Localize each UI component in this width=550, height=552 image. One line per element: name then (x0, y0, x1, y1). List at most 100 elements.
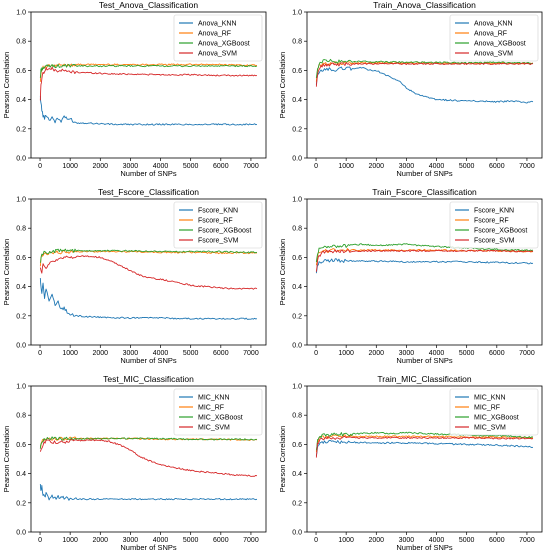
y-tick-label: 0.6 (16, 442, 26, 449)
y-tick-label: 0.4 (292, 471, 302, 478)
x-axis-label: Number of SNPs (120, 356, 177, 365)
legend: Anova_KNN Anova_RF Anova_XGBoost Anova_SVM (173, 14, 263, 62)
x-tick-label: 5000 (459, 537, 475, 544)
x-tick-label: 7000 (519, 350, 535, 357)
y-tick-label: 0.8 (292, 39, 302, 46)
y-axis-label: Pearson Correlation (278, 52, 287, 119)
series-line-Anova_XGBoost (39, 63, 258, 78)
y-tick-label: 0.8 (292, 226, 302, 233)
chart-title: Test_Anova_Classification (99, 0, 198, 10)
chart-panel-3: Test_Fscore_Classification 0 1000 2000 3000 4… (2, 187, 267, 365)
y-tick-label: 0.2 (16, 313, 26, 320)
chart-title: Test_MIC_Classification (103, 374, 194, 384)
x-tick-label: 7000 (243, 537, 259, 544)
y-tick-label: 0.6 (16, 255, 26, 262)
legend-label-Anova_SVM: Anova_SVM (474, 51, 513, 58)
chart-panel-4: Train_Fscore_Classification 0 1000 2000 3000… (278, 187, 543, 365)
series-line-Fscore_RF (39, 249, 258, 267)
chart-panel-5: Test_MIC_Classification 0 1000 2000 3000 4000… (2, 374, 267, 552)
y-axis-label: Pearson Correlation (278, 426, 287, 493)
chart-title: Train_Anova_Classification (373, 0, 476, 10)
series-group (39, 248, 258, 320)
plot-frame (30, 385, 267, 533)
y-tick-label: 0.4 (292, 97, 302, 104)
legend-label-Fscore_KNN: Fscore_KNN (474, 208, 514, 215)
y-tick-label: 0.4 (16, 97, 26, 104)
y-tick-label: 1.0 (16, 384, 26, 391)
x-tick-label: 2000 (93, 537, 109, 544)
x-tick-label: 3000 (399, 163, 415, 170)
x-tick-label: 6000 (489, 163, 505, 170)
series-line-MIC_KNN (315, 439, 534, 457)
series-line-Fscore_XGBoost (315, 243, 534, 263)
x-tick-label: 3000 (123, 537, 139, 544)
legend-box (449, 201, 539, 249)
legend-label-Anova_XGBoost: Anova_XGBoost (474, 41, 526, 48)
x-tick-label: 4000 (153, 537, 169, 544)
legend-label-Anova_RF: Anova_RF (474, 31, 507, 38)
legend-box (449, 388, 539, 436)
legend-label-Anova_SVM: Anova_SVM (198, 51, 237, 58)
y-tick-label: 0.8 (16, 413, 26, 420)
y-tick-label: 1.0 (292, 384, 302, 391)
x-tick-label: 2000 (369, 537, 385, 544)
x-tick-label: 6000 (213, 537, 229, 544)
legend-label-MIC_KNN: MIC_KNN (474, 395, 506, 402)
plot-frame (30, 11, 267, 159)
y-axis-label: Pearson Correlation (2, 239, 11, 306)
legend-label-Fscore_KNN: Fscore_KNN (198, 208, 238, 215)
series-line-Anova_KNN (39, 95, 258, 126)
x-axis-label: Number of SNPs (396, 169, 453, 178)
legend-label-MIC_SVM: MIC_SVM (474, 425, 506, 432)
legend-label-Anova_KNN: Anova_KNN (474, 21, 513, 28)
y-tick-label: 1.0 (292, 10, 302, 17)
plot-frame (306, 198, 543, 346)
series-line-Anova_XGBoost (315, 58, 534, 79)
x-tick-label: 4000 (429, 163, 445, 170)
chart-title: Test_Fscore_Classification (98, 187, 199, 197)
series-line-Anova_RF (315, 60, 534, 82)
y-tick-label: 0.6 (16, 68, 26, 75)
series-line-Anova_SVM (315, 62, 534, 87)
series-group (315, 58, 534, 104)
chart-panel-2: Train_Anova_Classification 0 1000 2000 3000 4… (278, 0, 543, 178)
y-tick-label: 0.2 (292, 313, 302, 320)
x-tick-label: 3000 (123, 350, 139, 357)
x-tick-label: 5000 (183, 537, 199, 544)
series-group (315, 243, 534, 274)
x-tick-label: 3000 (399, 537, 415, 544)
y-tick-label: 0.2 (292, 126, 302, 133)
y-tick-label: 0.0 (16, 156, 26, 163)
legend-label-MIC_RF: MIC_RF (198, 405, 224, 412)
legend-label-Anova_XGBoost: Anova_XGBoost (198, 41, 250, 48)
legend-box (173, 388, 263, 436)
x-tick-label: 1000 (62, 163, 78, 170)
legend-label-MIC_KNN: MIC_KNN (198, 395, 230, 402)
series-line-Anova_SVM (39, 66, 258, 101)
x-tick-label: 0 (314, 163, 318, 170)
legend: MIC_KNN MIC_RF MIC_XGBoost MIC_SVM (173, 388, 263, 436)
series-line-Fscore_XGBoost (39, 248, 258, 263)
legend: Anova_KNN Anova_RF Anova_XGBoost Anova_SVM (449, 14, 539, 62)
chart-panel-6: Train_MIC_Classification 0 1000 2000 3000 400… (278, 374, 543, 552)
x-axis-label: Number of SNPs (120, 543, 177, 552)
x-tick-label: 0 (38, 163, 42, 170)
x-tick-label: 0 (314, 537, 318, 544)
series-line-MIC_KNN (39, 484, 258, 501)
x-tick-label: 5000 (459, 163, 475, 170)
y-tick-label: 1.0 (16, 197, 26, 204)
x-tick-label: 1000 (338, 163, 354, 170)
series-line-Fscore_SVM (315, 249, 534, 272)
legend-label-Fscore_XGBoost: Fscore_XGBoost (198, 228, 251, 235)
x-tick-label: 4000 (153, 350, 169, 357)
y-tick-label: 0.2 (292, 500, 302, 507)
series-line-MIC_SVM (315, 435, 534, 458)
legend-label-MIC_RF: MIC_RF (474, 405, 500, 412)
legend-label-MIC_XGBoost: MIC_XGBoost (474, 415, 519, 422)
x-tick-label: 7000 (519, 537, 535, 544)
x-tick-label: 5000 (183, 350, 199, 357)
x-axis-label: Number of SNPs (396, 356, 453, 365)
y-tick-label: 0.6 (292, 442, 302, 449)
y-tick-label: 1.0 (292, 197, 302, 204)
